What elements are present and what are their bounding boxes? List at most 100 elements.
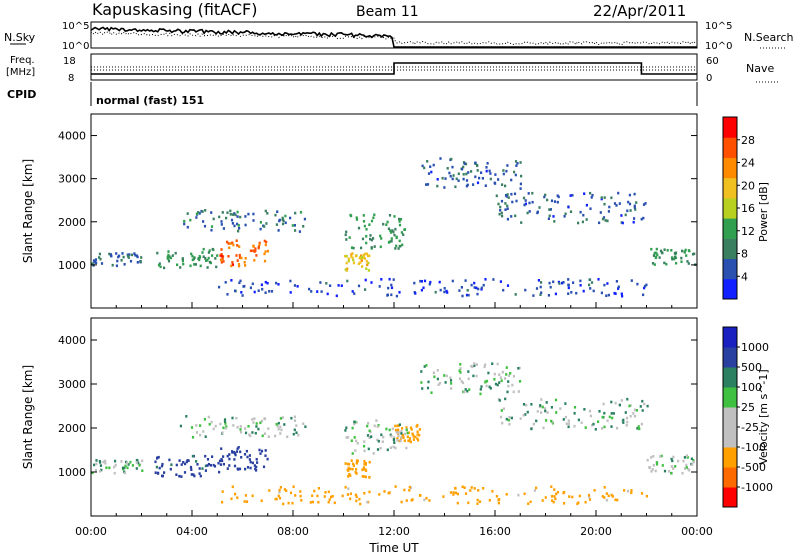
heatmap-cell [244, 257, 247, 260]
heatmap-cell [279, 432, 282, 435]
heatmap-cell [500, 211, 503, 215]
heatmap-cell [189, 465, 193, 469]
heatmap-cell [400, 500, 403, 504]
heatmap-cell [567, 278, 570, 281]
heatmap-cell [611, 495, 614, 498]
heatmap-cell [507, 418, 510, 422]
colorbar-segment [723, 327, 737, 348]
heatmap-cell [603, 196, 606, 199]
heatmap-cell [612, 412, 615, 415]
heatmap-cell [515, 164, 518, 167]
heatmap-cell [358, 256, 361, 260]
heatmap-cell [282, 219, 285, 223]
heatmap-cell [223, 420, 227, 423]
power-colorbar-label: Power [dB] [757, 182, 770, 242]
heatmap-cell [278, 219, 281, 223]
heatmap-cell [476, 181, 480, 185]
heatmap-cell [293, 415, 296, 419]
colorbar-segment [723, 347, 737, 368]
heatmap-cell [394, 446, 397, 450]
colorbar-tick-label: 28 [741, 134, 755, 147]
heatmap-cell [226, 240, 229, 244]
heatmap-cell [191, 254, 194, 258]
heatmap-cell [266, 249, 270, 253]
heatmap-cell [650, 470, 653, 473]
heatmap-cell [569, 194, 572, 197]
heatmap-cell [538, 405, 541, 409]
heatmap-cell [411, 498, 414, 501]
heatmap-cell [617, 287, 620, 290]
heatmap-cell [370, 281, 373, 284]
heatmap-cell [592, 289, 595, 293]
heatmap-cell [513, 170, 516, 174]
heatmap-cell [584, 426, 587, 429]
heatmap-cell [387, 286, 390, 290]
heatmap-cell [514, 214, 517, 218]
heatmap-cell [506, 193, 509, 196]
heatmap-cell [235, 450, 239, 453]
heatmap-cell [540, 411, 543, 414]
heatmap-cell [372, 452, 375, 455]
heatmap-cell [654, 469, 657, 473]
heatmap-cell [633, 206, 636, 209]
heatmap-cell [614, 498, 617, 502]
heatmap-cell [692, 459, 695, 462]
heatmap-cell [178, 474, 181, 478]
heatmap-cell [297, 433, 300, 437]
heatmap-cell [246, 455, 249, 459]
heatmap-cell [326, 292, 329, 296]
heatmap-cell [577, 418, 580, 422]
heatmap-cell [675, 261, 678, 265]
heatmap-cell [221, 500, 224, 504]
heatmap-cell [583, 192, 586, 195]
heatmap-cell [512, 390, 515, 394]
heatmap-cell [238, 245, 241, 248]
heatmap-cell [345, 230, 348, 234]
heatmap-cell [553, 488, 556, 491]
heatmap-cell [536, 410, 539, 413]
heatmap-cell [289, 491, 293, 495]
heatmap-cell [407, 431, 410, 435]
colorbar-tick-label: 1000 [741, 341, 769, 354]
heatmap-cell [356, 459, 359, 463]
heatmap-cell [691, 463, 694, 466]
heatmap-cell [202, 430, 205, 433]
heatmap-cell [169, 256, 173, 260]
heatmap-cell [289, 291, 292, 294]
heatmap-cell [606, 419, 609, 422]
heatmap-cell [302, 225, 305, 228]
heatmap-cell [636, 427, 639, 430]
heatmap-cell [480, 171, 483, 174]
heatmap-cell [400, 231, 403, 234]
heatmap-cell [532, 294, 535, 297]
heatmap-cell [381, 440, 384, 443]
heatmap-cell [265, 240, 268, 244]
heatmap-cell [553, 495, 556, 498]
heatmap-cell [264, 454, 267, 457]
heatmap-cell [161, 474, 164, 478]
heatmap-cell [233, 224, 236, 228]
heatmap-cell [514, 173, 517, 177]
heatmap-cell [135, 461, 138, 464]
heatmap-cell [202, 220, 205, 223]
heatmap-cell [427, 380, 430, 384]
heatmap-cell [316, 290, 319, 293]
heatmap-cell [129, 460, 132, 464]
heatmap-cell [360, 259, 363, 262]
heatmap-cell [691, 252, 695, 256]
heatmap-cell [185, 415, 188, 418]
heatmap-cell [370, 219, 374, 223]
heatmap-cell [450, 382, 453, 385]
heatmap-cell [349, 492, 352, 496]
heatmap-cell [232, 243, 235, 247]
heatmap-cell [192, 473, 195, 476]
heatmap-cell [244, 467, 247, 471]
heatmap-cell [249, 249, 252, 253]
heatmap-cell [687, 262, 690, 265]
heatmap-cell [251, 461, 254, 465]
heatmap-cell [240, 291, 243, 294]
heatmap-cell [589, 414, 592, 418]
heatmap-cell [443, 287, 446, 290]
heatmap-cell [244, 215, 247, 218]
heatmap-cell [218, 215, 221, 219]
